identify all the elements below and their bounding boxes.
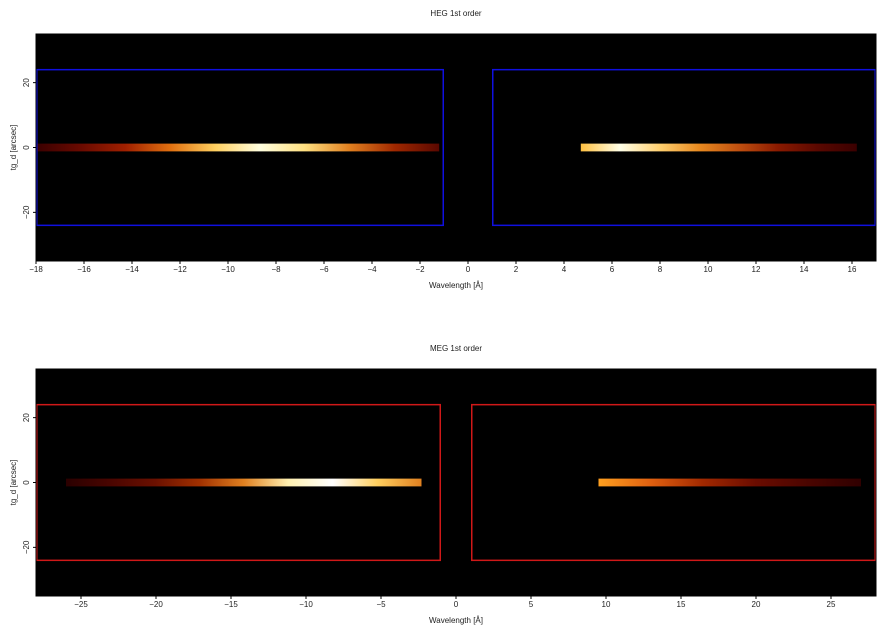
x-tick-label: 15: [677, 600, 686, 609]
x-tick-label: 25: [827, 600, 836, 609]
spectrum-stripe: [598, 478, 861, 487]
x-tick-label: −20: [149, 600, 163, 609]
extraction-region: [471, 403, 876, 562]
y-tick-label: 20: [22, 78, 31, 87]
y-tick-label: 0: [22, 480, 31, 485]
extraction-region: [492, 68, 876, 227]
chart-title: HEG 1st order: [430, 9, 481, 18]
x-tick-label: 5: [529, 600, 534, 609]
spectrum-stripe: [66, 478, 422, 487]
x-tick-label: 14: [800, 265, 809, 274]
x-tick-label: 0: [466, 265, 471, 274]
x-tick-label: 4: [562, 265, 567, 274]
x-axis-label: Wavelength [Å]: [429, 616, 483, 625]
y-axis-label: tg_d [arcsec]: [9, 125, 18, 171]
x-tick-label: −18: [29, 265, 43, 274]
x-axis-label: Wavelength [Å]: [429, 281, 483, 290]
x-tick-label: −2: [415, 265, 425, 274]
x-tick-label: −14: [125, 265, 139, 274]
x-tick-label: 8: [658, 265, 663, 274]
x-tick-label: 12: [752, 265, 761, 274]
x-tick-label: −10: [221, 265, 235, 274]
y-tick-label: 20: [22, 413, 31, 422]
x-tick-label: 16: [848, 265, 857, 274]
x-tick-label: −8: [271, 265, 281, 274]
extraction-region: [36, 68, 444, 227]
x-tick-label: −10: [299, 600, 313, 609]
x-tick-label: 6: [610, 265, 615, 274]
extraction-region: [36, 403, 441, 562]
x-tick-label: −6: [319, 265, 329, 274]
x-tick-label: −4: [367, 265, 377, 274]
x-tick-label: 2: [514, 265, 519, 274]
x-tick-label: −16: [77, 265, 91, 274]
y-tick-label: −20: [22, 540, 31, 554]
y-axis-label: tg_d [arcsec]: [9, 460, 18, 506]
x-tick-label: 20: [752, 600, 761, 609]
x-tick-label: −15: [224, 600, 238, 609]
y-tick-label: −20: [22, 205, 31, 219]
x-tick-label: −25: [74, 600, 88, 609]
x-tick-label: 10: [704, 265, 713, 274]
spectrum-stripe: [580, 143, 857, 152]
x-tick-label: −12: [173, 265, 187, 274]
x-tick-label: −5: [376, 600, 386, 609]
x-tick-label: 10: [602, 600, 611, 609]
x-tick-label: 0: [454, 600, 459, 609]
spectrum-stripe: [36, 143, 440, 152]
y-tick-label: 0: [22, 145, 31, 150]
chart-title: MEG 1st order: [430, 344, 482, 353]
